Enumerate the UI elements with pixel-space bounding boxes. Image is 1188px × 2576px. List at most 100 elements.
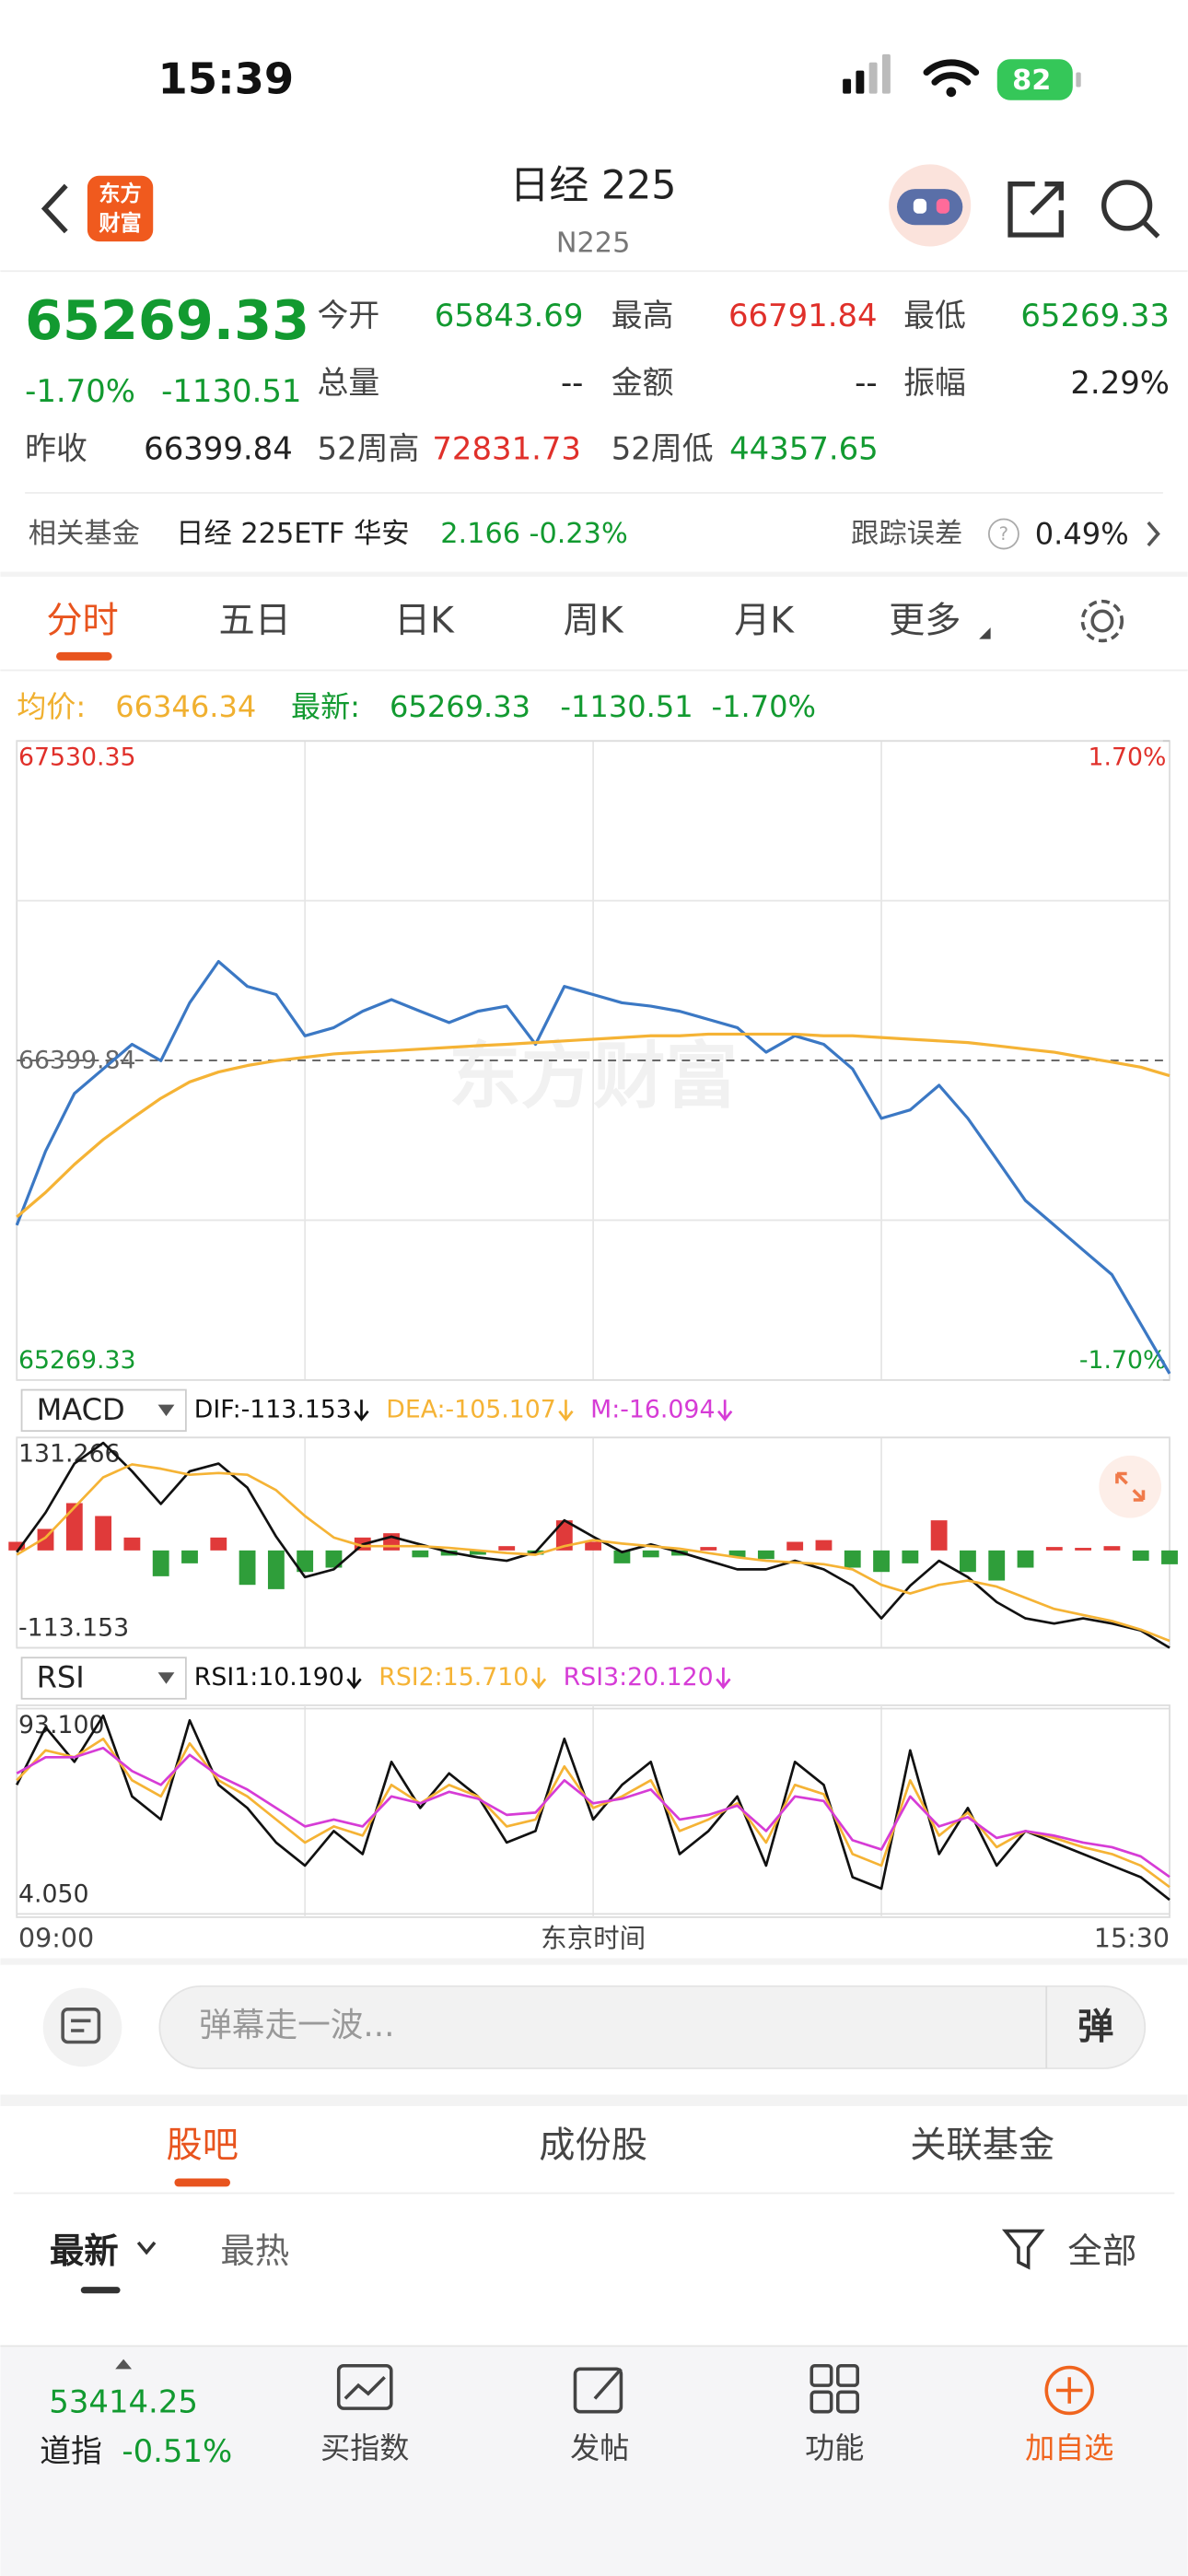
histogram-bar [412,1550,429,1558]
histogram-bar [325,1550,343,1568]
more-caret [979,627,991,639]
section-tab[interactable]: 股吧 [166,2125,238,2166]
field-label: 今开 [318,298,380,334]
dropdown-caret [157,1672,175,1684]
x-tick-label: 15:30 [1094,1924,1170,1954]
histogram-bar [181,1550,198,1563]
histogram-bar [815,1540,833,1551]
histogram-bar [297,1550,314,1573]
share-button[interactable] [1007,181,1064,238]
watermark: 东方财富 [448,1034,738,1118]
footer-index-name: 道指 [40,2433,102,2469]
histogram-bar [728,1550,746,1558]
help-icon[interactable] [987,518,1019,550]
danmaku-icon[interactable] [42,1987,122,2067]
indicator-select[interactable] [20,1657,187,1700]
filter-label[interactable]: 全部 [1067,2231,1136,2271]
comment-input[interactable] [158,1985,1147,2069]
sort-option[interactable]: 最热 [220,2231,289,2271]
trend-arrow [558,1399,574,1422]
series-line [16,1441,1171,1649]
field-label: 最低 [903,298,966,334]
y-tick-label: 67530.35 [18,744,136,772]
help-icon-glyph: ? [999,523,1008,544]
nav-item[interactable]: 功能 [805,2430,864,2465]
legend-entry: DIF:-113.153 [194,1395,352,1423]
y2-tick-label: 1.70% [1088,744,1166,772]
period-tab[interactable]: 五日 [219,601,291,642]
histogram-bar [757,1550,775,1560]
histogram-bar [1045,1547,1063,1551]
sort-option[interactable]: 最新 [50,2231,119,2271]
histogram-bar [95,1516,112,1551]
fund-name[interactable]: 日经 225ETF 华安 [176,518,409,550]
series-line [16,1746,1171,1879]
period-tab[interactable]: 更多 [889,601,961,642]
nav-item[interactable]: 加自选 [1025,2430,1113,2465]
index-caret [115,2359,133,2370]
latest-pct: -1.70% [711,689,815,724]
y2-tick-label: -1.70% [1079,1346,1167,1375]
band [0,571,1188,577]
field-label: 振幅 [903,365,966,401]
sort-caret [136,2241,157,2255]
settings-button[interactable] [1080,599,1124,643]
x-axis-label: 东京时间 [541,1924,646,1954]
avg-value: 66346.34 [115,689,256,724]
battery-level: 82 [1012,64,1051,97]
danmaku-button[interactable]: 弹 [1077,2007,1113,2048]
histogram-bar [8,1541,26,1551]
field-value: 72831.73 [432,430,581,466]
footer-index-change: -0.51% [122,2433,232,2469]
field-label: 总量 [318,365,380,401]
tab-underline [56,651,112,661]
trend-arrow [716,1399,733,1422]
filter-icon[interactable] [1001,2229,1045,2270]
dropdown-caret [157,1404,175,1417]
legend-entry: RSI1:10.190 [194,1663,344,1692]
fund-label: 相关基金 [29,518,140,550]
field-value: -- [561,365,583,401]
footer-index-value: 53414.25 [49,2383,198,2419]
histogram-bar [210,1537,227,1551]
expand-button[interactable] [1099,1455,1162,1518]
histogram-bar [267,1550,285,1589]
section-tab[interactable]: 关联基金 [910,2125,1054,2166]
histogram-bar [700,1547,717,1551]
avg-label: 均价: [17,689,86,724]
histogram-bar [1075,1548,1092,1551]
y-tick-label: 4.050 [18,1879,89,1908]
legend-entry: M:-16.094 [590,1395,715,1423]
histogram-bar [1132,1550,1149,1562]
field-value: 66399.84 [144,430,293,466]
search-button[interactable] [1101,180,1160,239]
y-tick-label: -113.153 [18,1614,129,1643]
histogram-bar [498,1546,516,1551]
assistant-avatar[interactable] [889,164,972,247]
trend-arrow [354,1399,369,1422]
nav-item[interactable]: 买指数 [320,2430,409,2465]
period-tab[interactable]: 月K [734,601,795,642]
indicator-name: MACD [37,1392,125,1427]
x-tick-label: 09:00 [18,1924,94,1954]
histogram-bar [988,1550,1006,1581]
period-tab[interactable]: 周K [564,601,624,642]
field-label: 最高 [611,298,674,334]
histogram-bar [65,1503,83,1551]
field-value: 44357.65 [729,430,879,466]
back-button[interactable] [41,183,68,234]
histogram-bar [844,1550,861,1568]
series-line [16,1463,1171,1643]
trend-arrow [530,1667,547,1690]
fund-change: -0.23% [530,518,628,550]
latest-label: 最新: [291,689,360,724]
logo-text: 财富 [99,211,141,236]
period-tab[interactable]: 日K [394,601,455,642]
section-tab[interactable]: 成份股 [539,2125,647,2166]
period-tab[interactable]: 分时 [46,601,118,642]
field-label: 昨收 [25,430,87,466]
histogram-bar [555,1520,573,1551]
indicator-select[interactable] [20,1388,187,1433]
nav-item[interactable]: 发帖 [570,2430,629,2465]
